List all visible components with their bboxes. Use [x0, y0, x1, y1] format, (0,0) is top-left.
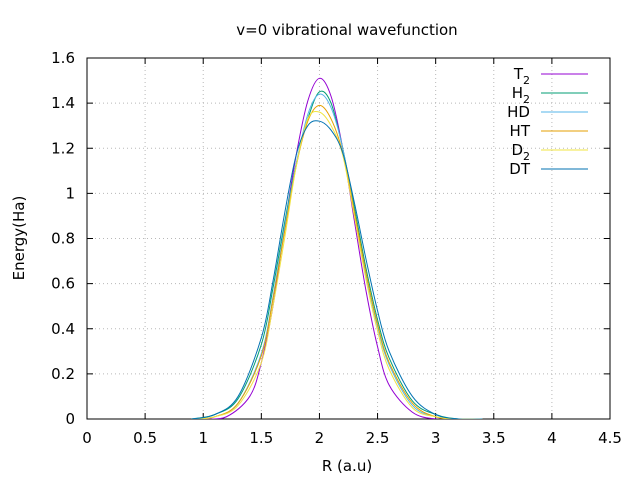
series-line-d2: [191, 110, 483, 419]
y-tick-label: 1.6: [51, 49, 75, 67]
x-axis-label: R (a.u): [322, 457, 372, 475]
legend-item-t2: T2: [513, 65, 588, 87]
legend-item-h2: H2: [512, 84, 588, 106]
x-tick-label: 2: [315, 429, 325, 447]
series-layer: [191, 77, 483, 419]
x-tick-label: 4: [547, 429, 557, 447]
y-tick-label: 1.4: [51, 94, 75, 112]
x-tick-label: 4.5: [598, 429, 622, 447]
chart-title: v=0 vibrational wavefunction: [236, 21, 457, 39]
legend-label: HD: [507, 103, 530, 121]
series-line-ht: [191, 104, 483, 419]
x-tick-label: 0.5: [133, 429, 157, 447]
legend-label: H2: [512, 84, 530, 106]
legend-label: HT: [510, 122, 531, 140]
x-tick-label: 3: [431, 429, 441, 447]
legend-label: D2: [511, 141, 530, 163]
legend-item-hd: HD: [507, 103, 588, 121]
legend-item-ht: HT: [510, 122, 588, 140]
legend-label: T2: [513, 65, 530, 87]
series-line-dt: [191, 120, 483, 419]
grid-layer: [87, 58, 610, 419]
y-tick-label: 0.8: [51, 230, 75, 248]
legend-item-d2: D2: [511, 141, 588, 163]
y-tick-label: 1.2: [51, 139, 75, 157]
x-tick-label: 1.5: [249, 429, 273, 447]
x-tick-label: 0: [82, 429, 92, 447]
y-tick-label: 0: [65, 410, 75, 428]
y-tick-label: 1: [65, 184, 75, 202]
y-tick-label: 0.6: [51, 275, 75, 293]
y-tick-label: 0.2: [51, 365, 75, 383]
x-tick-label: 1: [198, 429, 208, 447]
x-tick-label: 3.5: [482, 429, 506, 447]
ticks-layer: 0 0.5 1 1.5 2 2.5 3 3.5 4 4.5 0 0.2 0.4 0.6 0.8 1 1.2 1.4…: [51, 49, 622, 447]
x-tick-label: 2.5: [366, 429, 390, 447]
y-tick-label: 0.4: [51, 320, 75, 338]
series-line-hd: [191, 93, 483, 419]
y-axis-label: Energy(Ha): [10, 196, 28, 281]
series-line-h2: [191, 90, 483, 419]
legend-label: DT: [509, 160, 531, 178]
legend-item-dt: DT: [509, 160, 588, 178]
